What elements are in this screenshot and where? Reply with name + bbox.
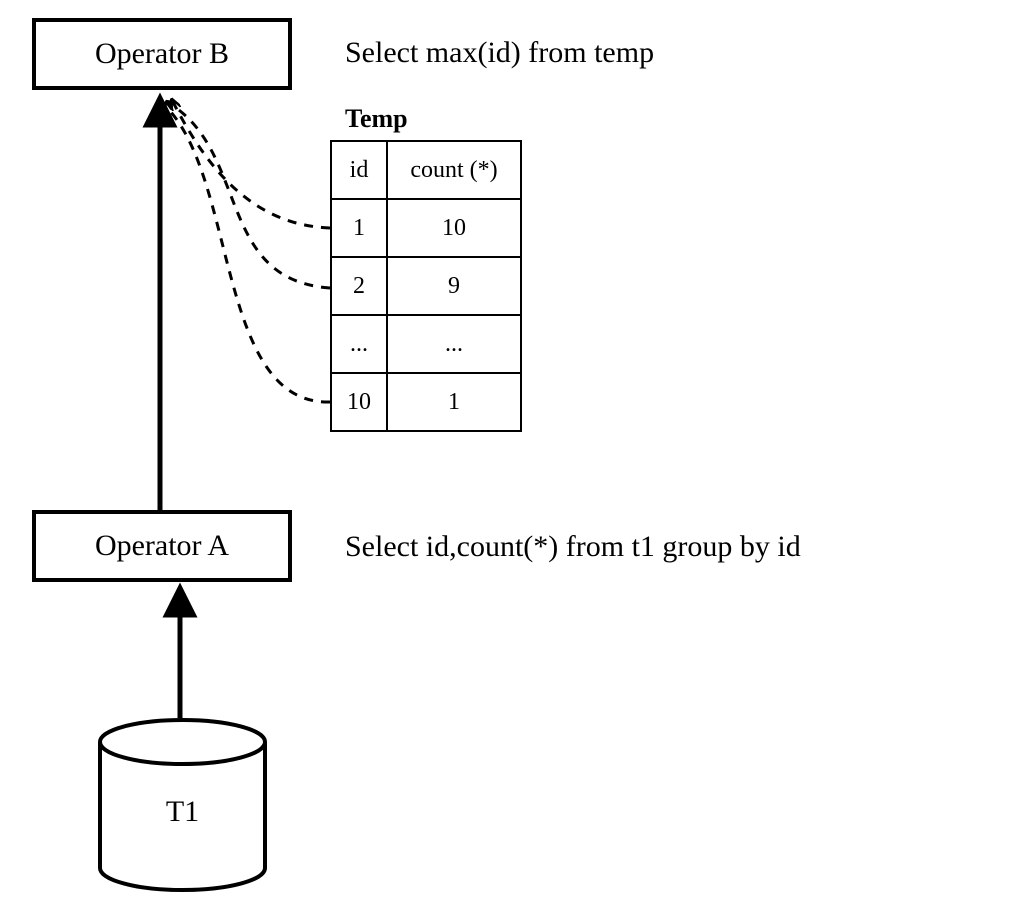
query-plan-diagram: Operator B Select max(id) from temp Temp…: [0, 0, 1035, 918]
temp-table-header: id: [331, 141, 387, 199]
temp-table-label: Temp: [345, 104, 408, 134]
sql-text-b: Select max(id) from temp: [345, 36, 654, 70]
dashed-arrow-row4-to-b: [162, 103, 330, 402]
table-cell: ...: [387, 315, 521, 373]
operator-a-box: Operator A: [32, 510, 292, 582]
operator-a-label: Operator A: [95, 529, 229, 563]
table-cell: 9: [387, 257, 521, 315]
dashed-arrow-row1-to-b: [172, 100, 330, 228]
operator-b-label: Operator B: [95, 37, 229, 71]
table-row: 29: [331, 257, 521, 315]
temp-table-header: count (*): [387, 141, 521, 199]
table-cell: 1: [387, 373, 521, 431]
cylinder-t1-label: T1: [100, 795, 265, 829]
table-row: ......: [331, 315, 521, 373]
table-cell: 2: [331, 257, 387, 315]
temp-table: idcount (*)11029......101: [330, 140, 522, 432]
dashed-arrow-row2-to-b: [167, 102, 330, 288]
operator-b-box: Operator B: [32, 18, 292, 90]
sql-text-a: Select id,count(*) from t1 group by id: [345, 530, 801, 564]
table-row: 101: [331, 373, 521, 431]
table-row: 110: [331, 199, 521, 257]
table-cell: ...: [331, 315, 387, 373]
table-cell: 10: [331, 373, 387, 431]
table-cell: 10: [387, 199, 521, 257]
table-cell: 1: [331, 199, 387, 257]
